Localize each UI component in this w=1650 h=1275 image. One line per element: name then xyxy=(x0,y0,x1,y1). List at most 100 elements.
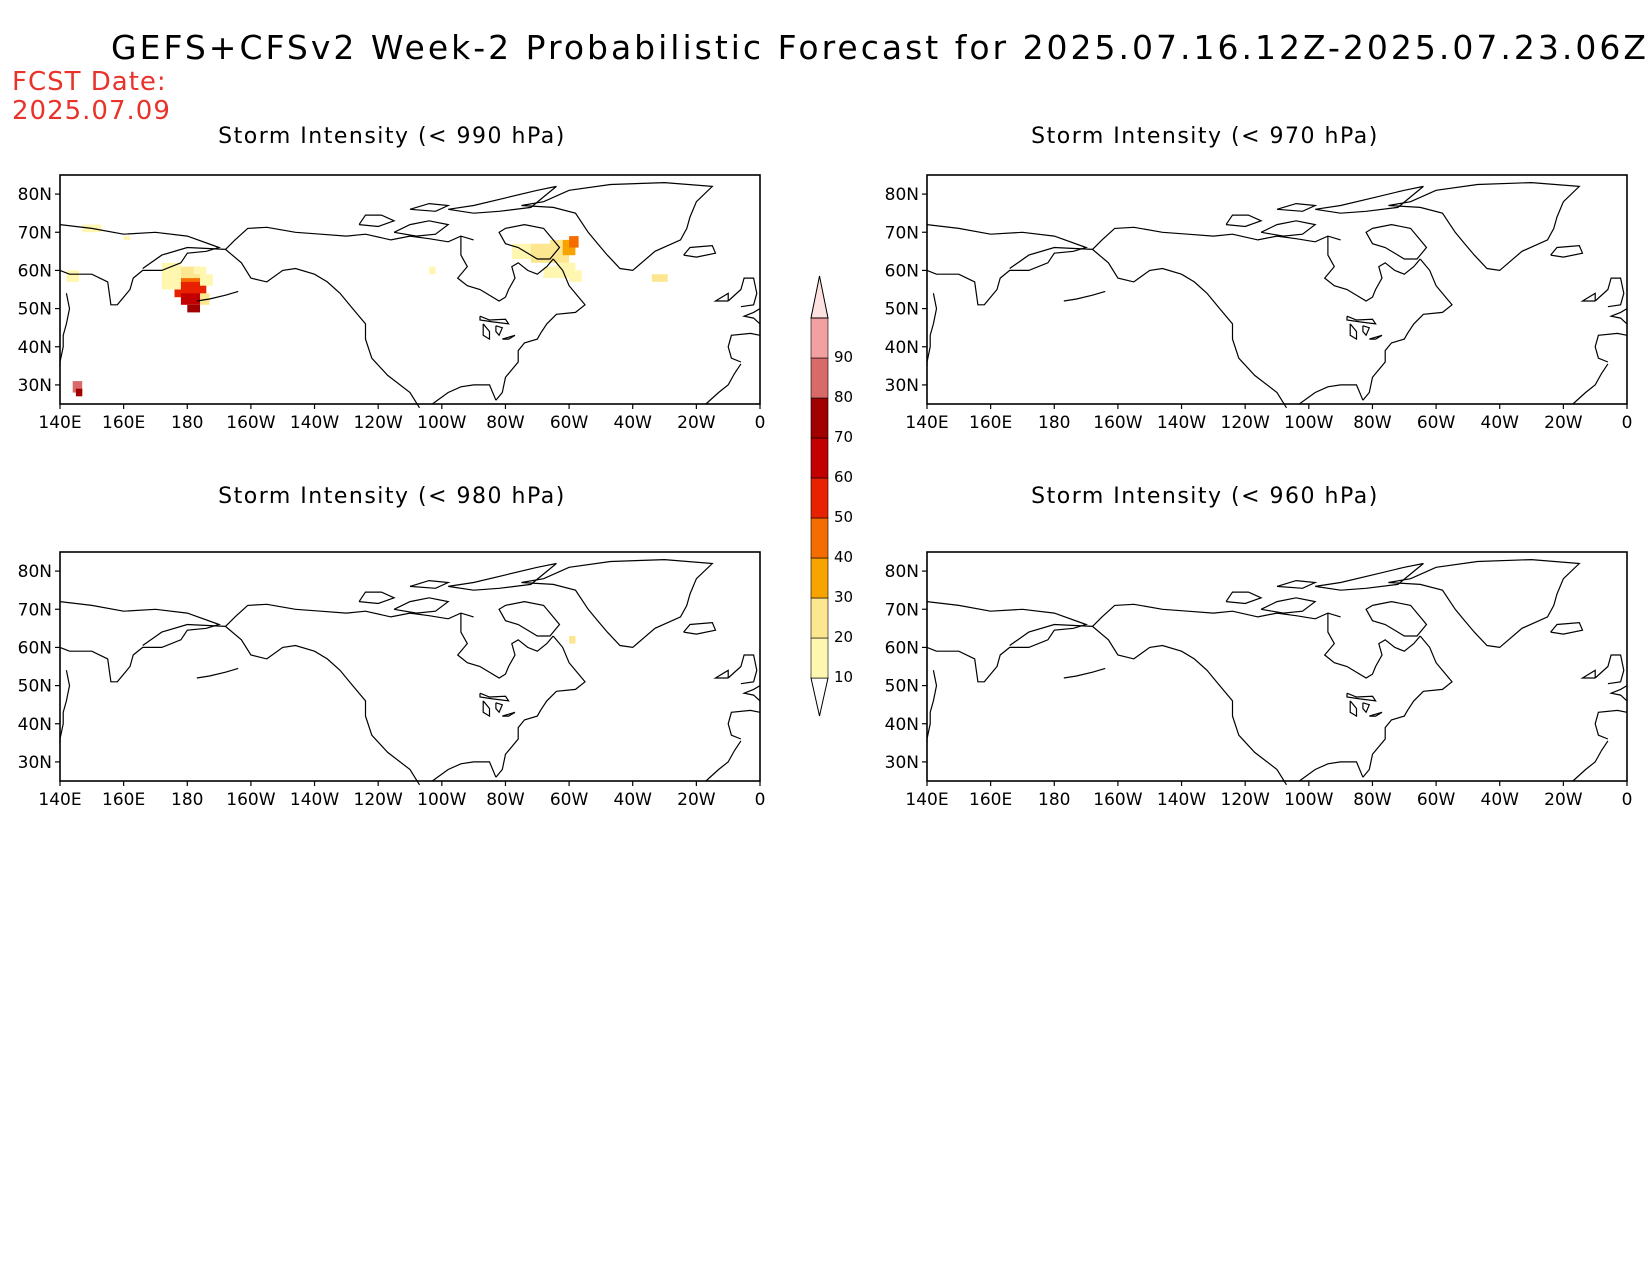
lon-label: 160E xyxy=(102,413,145,433)
coastline xyxy=(456,613,554,679)
coastline xyxy=(683,621,717,635)
colorbar-swatch xyxy=(810,317,829,359)
panel-title-970: Storm Intensity (< 970 hPa) xyxy=(1031,124,1379,149)
coastline xyxy=(705,740,742,782)
lon-label: 60W xyxy=(550,413,589,433)
lon-label: 140W xyxy=(1157,413,1206,433)
lon-label: 80W xyxy=(1353,790,1392,810)
coastline xyxy=(1362,635,1453,778)
panel-title-990: Storm Intensity (< 990 hPa) xyxy=(218,124,566,149)
probability-cell xyxy=(429,266,436,275)
lat-label: 30N xyxy=(885,376,919,396)
coastline xyxy=(482,323,491,341)
coastline xyxy=(59,224,222,306)
coastline xyxy=(1572,363,1609,405)
coastline xyxy=(926,293,938,366)
probability-cell xyxy=(193,266,207,275)
coastline xyxy=(431,761,497,782)
coastline xyxy=(1260,220,1317,237)
coastline xyxy=(393,220,450,237)
coastline xyxy=(1365,223,1428,260)
lon-label: 180 xyxy=(171,413,203,433)
fcst-date-label: FCST Date: xyxy=(12,67,167,97)
lat-label: 80N xyxy=(885,562,919,582)
coastline xyxy=(409,202,451,212)
lon-label: 160W xyxy=(1093,413,1142,433)
colorbar-label: 50 xyxy=(834,508,853,526)
coastline xyxy=(683,244,717,258)
coastline xyxy=(926,601,1089,683)
lat-label: 70N xyxy=(885,223,919,243)
lat-label: 40N xyxy=(885,715,919,735)
map-panel-1: 80N 70N 60N 50N 40N 30N 140E 160E 180 160W 140W 120… xyxy=(18,174,765,433)
coastline xyxy=(1362,325,1371,337)
fcst-date: FCST Date: 2025.07.09 xyxy=(12,68,171,126)
probability-cell xyxy=(569,270,582,282)
coastline xyxy=(727,709,761,740)
coastline xyxy=(705,363,742,405)
lon-label: 140W xyxy=(1157,790,1206,810)
probability-cell xyxy=(180,293,200,305)
coastline xyxy=(742,308,761,325)
colorbar-label: 20 xyxy=(834,628,853,646)
probability-cell xyxy=(123,236,130,240)
lat-label: 80N xyxy=(18,185,52,205)
lat-label: 70N xyxy=(18,223,52,243)
coastline xyxy=(1369,334,1383,340)
coastline xyxy=(727,277,758,308)
lon-label: 20W xyxy=(677,413,716,433)
coastline xyxy=(59,670,71,743)
colorbar-swatch xyxy=(810,597,829,639)
coastline xyxy=(1572,740,1609,782)
colorbar: 10 20 30 40 50 60 70 80 90 xyxy=(810,275,853,717)
map-frame xyxy=(926,174,1628,405)
lat-label: 60N xyxy=(18,638,52,658)
coastline xyxy=(521,558,714,649)
lon-label: 80W xyxy=(1353,413,1392,433)
coastline xyxy=(1580,669,1596,679)
main-title: GEFS+CFSv2 Week-2 Probabilistic Forecast… xyxy=(111,28,1649,67)
coastline xyxy=(142,623,421,786)
probability-cell xyxy=(66,270,80,282)
lon-label: 120W xyxy=(1221,790,1270,810)
coastline xyxy=(926,670,938,743)
map-frame xyxy=(59,174,761,405)
coastline xyxy=(1276,579,1318,589)
probability-cell xyxy=(200,293,210,305)
lon-label: 140W xyxy=(290,413,339,433)
coastline xyxy=(1315,562,1424,591)
map-frame xyxy=(59,551,761,782)
colorbar-label: 80 xyxy=(834,388,853,406)
lat-label: 80N xyxy=(18,562,52,582)
lon-label: 100W xyxy=(417,413,466,433)
lon-label: 160E xyxy=(102,790,145,810)
lat-label: 50N xyxy=(885,300,919,320)
lat-label: 80N xyxy=(885,185,919,205)
probability-cell xyxy=(543,266,557,279)
coastline xyxy=(495,702,504,714)
lat-label: 40N xyxy=(18,715,52,735)
lon-label: 140W xyxy=(290,790,339,810)
lat-label: 50N xyxy=(18,300,52,320)
colorbar-label: 10 xyxy=(834,668,853,686)
coastline xyxy=(1365,600,1428,637)
colorbar-swatch xyxy=(810,517,829,559)
coastline xyxy=(1063,667,1106,679)
lon-label: 160W xyxy=(226,413,275,433)
lon-label: 80W xyxy=(486,413,525,433)
colorbar-swatch xyxy=(810,477,829,519)
lon-label: 180 xyxy=(171,790,203,810)
probability-cell xyxy=(569,236,579,248)
colorbar-swatch xyxy=(810,637,829,679)
map-panel-3: 80N 70N 60N 50N 40N 30N 140E 160E 180 160W 140W 120… xyxy=(18,551,765,810)
coastline xyxy=(1260,597,1317,614)
coastline xyxy=(1315,185,1424,214)
coastline xyxy=(1009,623,1288,786)
lon-label: 100W xyxy=(1284,413,1333,433)
panel-title-980: Storm Intensity (< 980 hPa) xyxy=(218,484,566,509)
coastline xyxy=(1362,258,1453,401)
lat-label: 30N xyxy=(18,753,52,773)
lat-label: 60N xyxy=(885,638,919,658)
coastline xyxy=(713,669,729,679)
